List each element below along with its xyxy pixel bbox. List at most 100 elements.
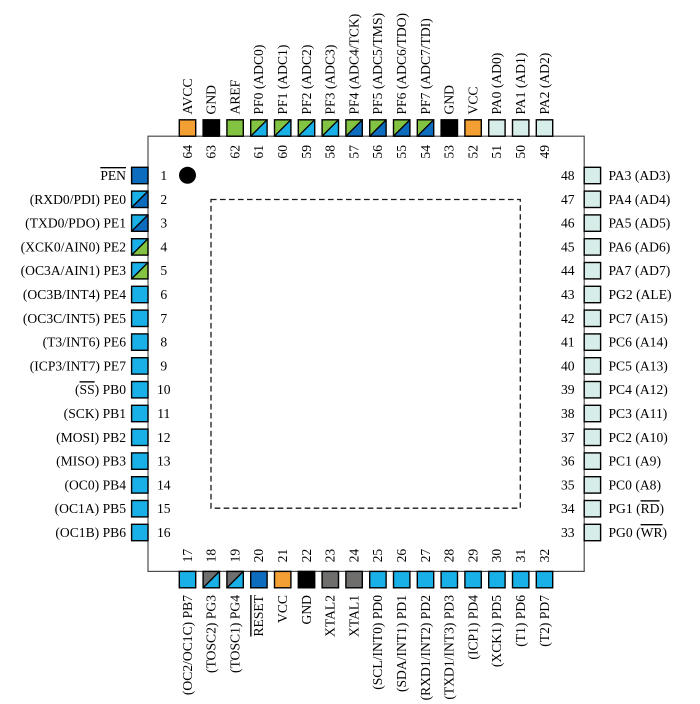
svg-text:6: 6 bbox=[160, 287, 167, 302]
svg-text:(TOSC1) PG4: (TOSC1) PG4 bbox=[227, 595, 243, 673]
svg-text:PEN: PEN bbox=[100, 168, 126, 183]
svg-text:20: 20 bbox=[251, 549, 266, 563]
svg-text:(RXD1/INT2) PD2: (RXD1/INT2) PD2 bbox=[418, 595, 434, 701]
svg-text:(OC1A) PB5: (OC1A) PB5 bbox=[55, 501, 127, 517]
svg-text:28: 28 bbox=[442, 549, 457, 563]
svg-text:(RXD0/PDI) PE0: (RXD0/PDI) PE0 bbox=[30, 192, 126, 208]
svg-text:PG0 (WR): PG0 (WR) bbox=[609, 525, 668, 541]
svg-text:PC5 (A13): PC5 (A13) bbox=[609, 358, 668, 374]
svg-text:51: 51 bbox=[489, 145, 504, 159]
svg-text:10: 10 bbox=[157, 382, 171, 397]
svg-text:(OC3A/AIN1) PE3: (OC3A/AIN1) PE3 bbox=[21, 263, 127, 279]
svg-text:(MOSI) PB2: (MOSI) PB2 bbox=[56, 430, 126, 446]
svg-text:23: 23 bbox=[323, 549, 338, 563]
svg-text:GND: GND bbox=[299, 595, 314, 625]
svg-text:62: 62 bbox=[227, 145, 242, 159]
svg-text:29: 29 bbox=[465, 549, 480, 563]
svg-text:34: 34 bbox=[561, 501, 575, 516]
svg-text:15: 15 bbox=[157, 501, 171, 516]
svg-text:32: 32 bbox=[537, 549, 552, 563]
svg-text:2: 2 bbox=[160, 192, 167, 207]
svg-text:48: 48 bbox=[561, 168, 575, 183]
svg-text:31: 31 bbox=[513, 549, 528, 563]
svg-text:46: 46 bbox=[561, 216, 575, 231]
svg-text:XTAL1: XTAL1 bbox=[346, 595, 361, 637]
svg-text:21: 21 bbox=[275, 549, 290, 563]
svg-text:GND: GND bbox=[204, 85, 219, 115]
svg-text:24: 24 bbox=[346, 549, 361, 563]
svg-text:44: 44 bbox=[561, 263, 575, 278]
svg-text:1: 1 bbox=[160, 168, 167, 183]
svg-text:(TOSC2) PG3: (TOSC2) PG3 bbox=[204, 595, 220, 673]
svg-text:60: 60 bbox=[275, 145, 290, 159]
svg-text:41: 41 bbox=[561, 335, 575, 350]
svg-text:PA0 (AD0): PA0 (AD0) bbox=[489, 53, 505, 115]
svg-text:25: 25 bbox=[370, 549, 385, 563]
svg-text:(SS) PB0: (SS) PB0 bbox=[75, 382, 126, 398]
svg-text:9: 9 bbox=[160, 358, 167, 373]
svg-text:42: 42 bbox=[561, 311, 575, 326]
svg-text:43: 43 bbox=[561, 287, 575, 302]
svg-text:57: 57 bbox=[346, 145, 361, 159]
svg-text:PG1 (RD): PG1 (RD) bbox=[609, 501, 665, 517]
svg-text:(XCK0/AIN0) PE2: (XCK0/AIN0) PE2 bbox=[21, 239, 127, 255]
svg-text:GND: GND bbox=[442, 85, 457, 115]
svg-text:(XCK1) PD5: (XCK1) PD5 bbox=[489, 595, 505, 667]
svg-text:PC3 (A11): PC3 (A11) bbox=[609, 406, 668, 422]
svg-text:PF3 (ADC3): PF3 (ADC3) bbox=[323, 45, 339, 115]
svg-text:PA1 (AD1): PA1 (AD1) bbox=[513, 53, 529, 115]
svg-text:18: 18 bbox=[204, 549, 219, 563]
svg-text:61: 61 bbox=[251, 145, 266, 159]
svg-text:16: 16 bbox=[157, 525, 171, 540]
svg-text:(OC3C/INT5) PE5: (OC3C/INT5) PE5 bbox=[23, 311, 126, 327]
svg-text:47: 47 bbox=[561, 192, 575, 207]
svg-text:PC6 (A14): PC6 (A14) bbox=[609, 335, 668, 351]
svg-text:AVCC: AVCC bbox=[180, 78, 195, 114]
svg-text:55: 55 bbox=[394, 145, 409, 159]
svg-text:63: 63 bbox=[204, 145, 219, 159]
svg-text:7: 7 bbox=[160, 311, 167, 326]
svg-text:(SCL/INT0) PD0: (SCL/INT0) PD0 bbox=[370, 595, 386, 690]
svg-text:RESET: RESET bbox=[251, 594, 266, 636]
svg-text:PC1 (A9): PC1 (A9) bbox=[609, 454, 662, 470]
svg-text:(OC0) PB4: (OC0) PB4 bbox=[64, 477, 126, 493]
svg-text:PA4 (AD4): PA4 (AD4) bbox=[609, 192, 671, 208]
svg-text:PC7 (A15): PC7 (A15) bbox=[609, 311, 668, 327]
svg-text:PG2 (ALE): PG2 (ALE) bbox=[609, 287, 672, 303]
svg-text:PA2 (AD2): PA2 (AD2) bbox=[537, 53, 553, 115]
svg-text:PF2 (ADC2): PF2 (ADC2) bbox=[299, 45, 315, 115]
svg-text:49: 49 bbox=[537, 145, 552, 159]
svg-text:12: 12 bbox=[157, 430, 171, 445]
svg-text:27: 27 bbox=[418, 549, 433, 563]
svg-text:(MISO) PB3: (MISO) PB3 bbox=[56, 454, 126, 470]
svg-text:33: 33 bbox=[561, 525, 575, 540]
svg-text:XTAL2: XTAL2 bbox=[323, 595, 338, 637]
svg-text:PF1 (ADC1): PF1 (ADC1) bbox=[275, 45, 291, 115]
svg-text:58: 58 bbox=[323, 145, 338, 159]
svg-text:(TXD0/PDO) PE1: (TXD0/PDO) PE1 bbox=[25, 216, 126, 232]
svg-text:30: 30 bbox=[489, 549, 504, 563]
svg-text:4: 4 bbox=[160, 239, 167, 254]
svg-text:19: 19 bbox=[227, 549, 242, 563]
svg-text:36: 36 bbox=[561, 454, 575, 469]
svg-text:PF4 (ADC4/TCK): PF4 (ADC4/TCK) bbox=[346, 14, 362, 115]
svg-text:40: 40 bbox=[561, 358, 575, 373]
svg-text:8: 8 bbox=[160, 335, 167, 350]
svg-text:PC2 (A10): PC2 (A10) bbox=[609, 430, 668, 446]
svg-text:PA3 (AD3): PA3 (AD3) bbox=[609, 168, 671, 184]
svg-text:5: 5 bbox=[160, 263, 167, 278]
svg-text:PA7 (AD7): PA7 (AD7) bbox=[609, 263, 671, 279]
svg-text:38: 38 bbox=[561, 406, 575, 421]
svg-text:VCC: VCC bbox=[275, 595, 290, 623]
svg-text:54: 54 bbox=[418, 145, 433, 159]
svg-text:PC0 (A8): PC0 (A8) bbox=[609, 477, 662, 493]
svg-text:(T1) PD6: (T1) PD6 bbox=[513, 595, 529, 647]
svg-text:PF6 (ADC6/TDO): PF6 (ADC6/TDO) bbox=[394, 13, 410, 115]
svg-text:(SCK) PB1: (SCK) PB1 bbox=[64, 406, 126, 422]
svg-text:(T3/INT6) PE6: (T3/INT6) PE6 bbox=[43, 335, 127, 351]
svg-text:11: 11 bbox=[157, 406, 170, 421]
svg-text:26: 26 bbox=[394, 549, 409, 563]
svg-text:3: 3 bbox=[160, 216, 167, 231]
svg-text:(ICP1) PD4: (ICP1) PD4 bbox=[465, 595, 481, 660]
svg-text:37: 37 bbox=[561, 430, 575, 445]
